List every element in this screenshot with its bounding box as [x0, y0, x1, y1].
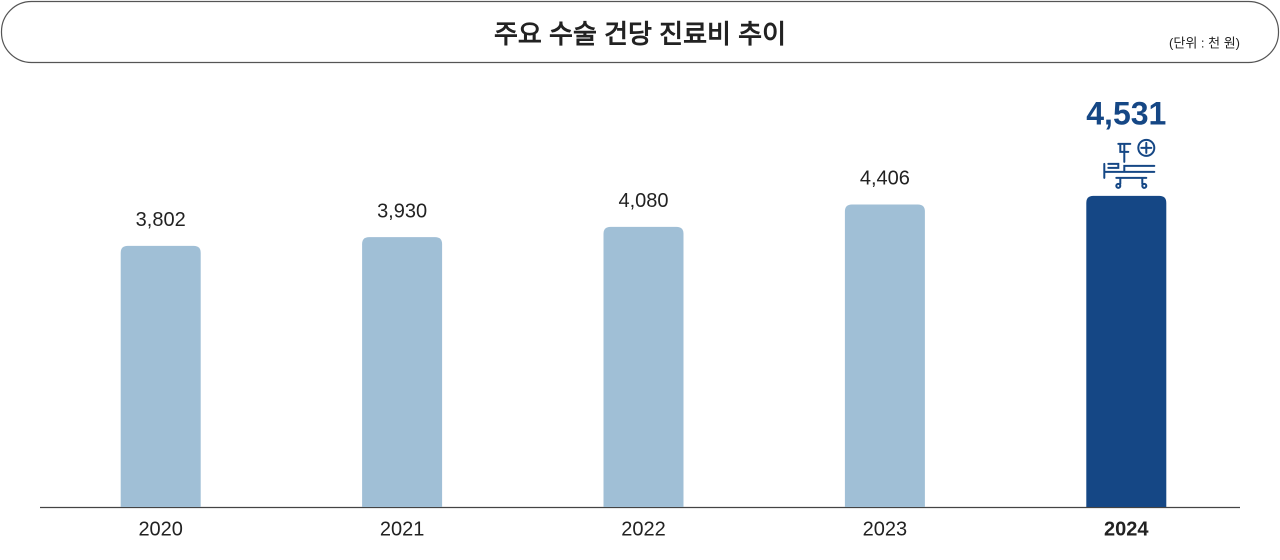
x-tick-label: 2020: [138, 518, 183, 540]
bed-icon-part: [1140, 141, 1153, 154]
value-label: 4,406: [860, 168, 910, 190]
value-label: 4,531: [1086, 95, 1166, 131]
unit-label: (단위 : 천 원): [1169, 35, 1240, 50]
bar: [844, 204, 925, 508]
bed-icon-part: [1137, 138, 1156, 157]
bar: [362, 237, 443, 507]
value-label: 3,930: [377, 200, 427, 222]
x-tick-label: 2024: [1104, 518, 1149, 540]
x-tick-label: 2023: [863, 518, 908, 540]
bed-icon: [1103, 138, 1156, 189]
chart-title: 주요 수술 건당 진료비 추이: [494, 19, 786, 49]
bed-icon-part: [1115, 182, 1122, 189]
bed-icon-part: [1117, 142, 1132, 163]
x-tick-label: 2022: [621, 518, 666, 540]
value-label: 4,080: [618, 190, 668, 212]
bar: [603, 226, 684, 507]
title-box: [0, 0, 1280, 64]
bar: [120, 245, 201, 508]
bar: [1086, 195, 1167, 507]
bed-icon-part: [1103, 162, 1156, 185]
value-label: 3,802: [136, 209, 186, 231]
bed-icon-part: [1141, 182, 1148, 189]
x-tick-label: 2021: [380, 518, 425, 540]
